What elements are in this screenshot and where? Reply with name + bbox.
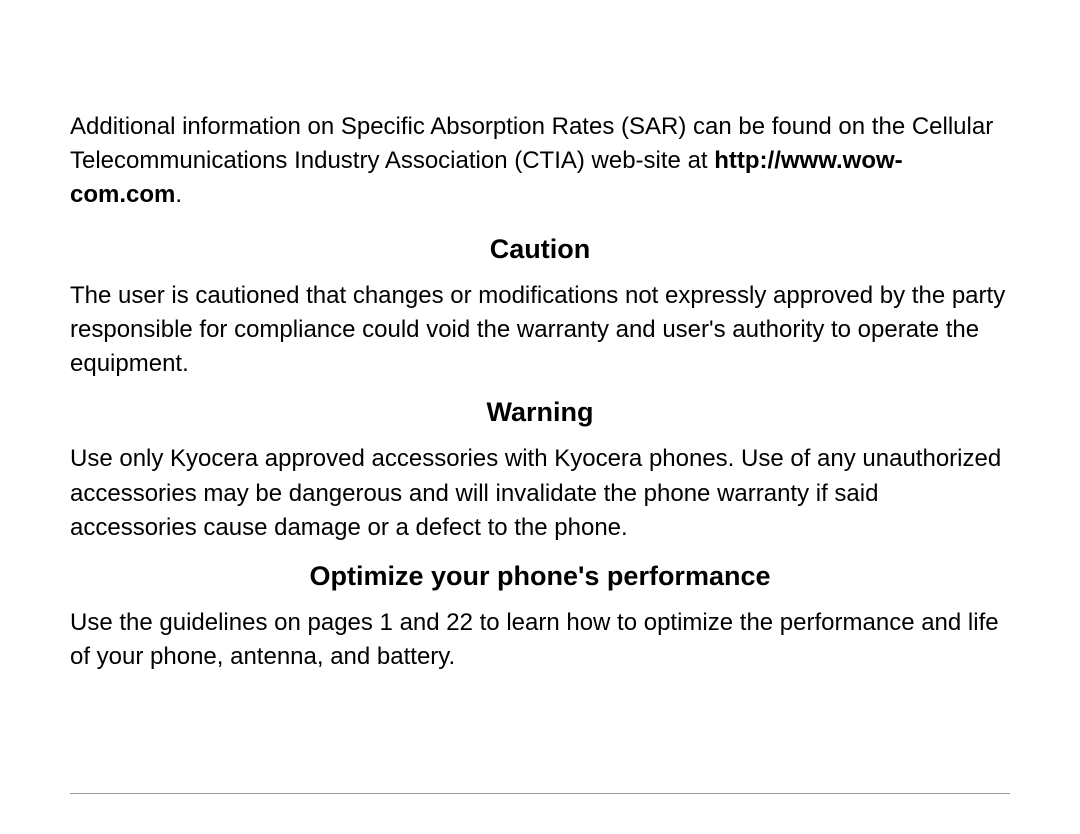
footer-divider — [70, 793, 1010, 794]
warning-heading: Warning — [70, 397, 1010, 428]
warning-body: Use only Kyocera approved accessories wi… — [70, 442, 1010, 544]
caution-heading: Caution — [70, 234, 1010, 265]
optimize-heading: Optimize your phone's performance — [70, 561, 1010, 592]
optimize-body: Use the guidelines on pages 1 and 22 to … — [70, 606, 1010, 674]
intro-paragraph: Additional information on Specific Absor… — [70, 110, 1010, 212]
caution-body: The user is cautioned that changes or mo… — [70, 279, 1010, 381]
intro-text-after: . — [175, 181, 182, 208]
